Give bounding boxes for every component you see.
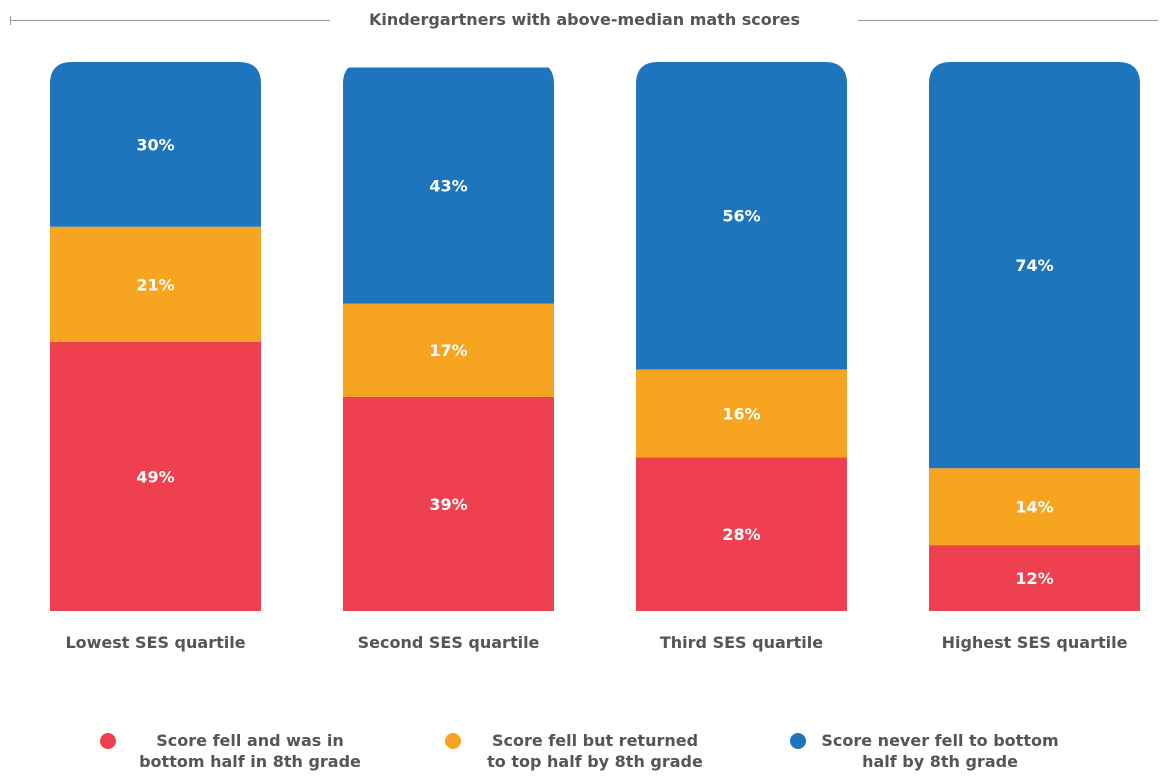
data-label: 14% xyxy=(1015,498,1053,517)
legend-label-line2: to top half by 8th grade xyxy=(487,752,703,771)
data-label: 39% xyxy=(429,495,467,514)
bar-group xyxy=(50,62,261,611)
bar-segment xyxy=(636,369,847,458)
legend: Score fell and was in bottom half in 8th… xyxy=(0,730,1169,776)
data-label: 28% xyxy=(722,525,760,544)
bar-segment xyxy=(343,303,554,397)
stacked-bar-chart: 49% 21% 30% Lowest SES quartile 39% 17% 43% Sec… xyxy=(50,62,1140,652)
bar-group xyxy=(343,67,554,611)
bar-segment xyxy=(343,396,554,611)
category-label: Highest SES quartile xyxy=(942,633,1128,652)
bar-group xyxy=(929,62,1140,611)
bar-segment xyxy=(50,62,261,227)
legend-swatch-red xyxy=(100,733,116,749)
bar-segment xyxy=(929,468,1140,546)
bar-segment xyxy=(50,341,261,611)
data-label: 30% xyxy=(136,135,174,154)
chart-title: Kindergartners with above-median math sc… xyxy=(368,10,801,29)
category-label: Third SES quartile xyxy=(660,633,823,652)
data-label: 16% xyxy=(722,404,760,423)
legend-swatch-blue xyxy=(790,733,806,749)
legend-label-line2: bottom half in 8th grade xyxy=(139,752,361,771)
bar-segment xyxy=(343,67,554,304)
bar-segment xyxy=(636,62,847,370)
data-label: 74% xyxy=(1015,256,1053,275)
category-label: Lowest SES quartile xyxy=(65,633,245,652)
legend-label-line2: half by 8th grade xyxy=(862,752,1018,771)
category-label: Second SES quartile xyxy=(358,633,540,652)
legend-label-line1: Score fell but returned xyxy=(491,731,699,750)
data-label: 12% xyxy=(1015,569,1053,588)
legend-label-line1: Score fell and was in xyxy=(156,731,344,750)
bar-segment xyxy=(929,62,1140,469)
bar-segment xyxy=(636,457,847,611)
bar-segment xyxy=(929,545,1140,611)
data-label: 21% xyxy=(136,275,174,294)
legend-swatch-orange xyxy=(445,733,461,749)
data-label: 49% xyxy=(136,467,174,486)
data-label: 56% xyxy=(722,207,760,226)
bar-segment xyxy=(50,226,261,342)
title-rule-right xyxy=(858,20,1158,21)
data-label: 43% xyxy=(429,177,467,196)
bar-group xyxy=(636,62,847,611)
title-rule-left xyxy=(10,20,330,21)
legend-label-line1: Score never fell to bottom xyxy=(821,731,1059,750)
data-label: 17% xyxy=(429,341,467,360)
